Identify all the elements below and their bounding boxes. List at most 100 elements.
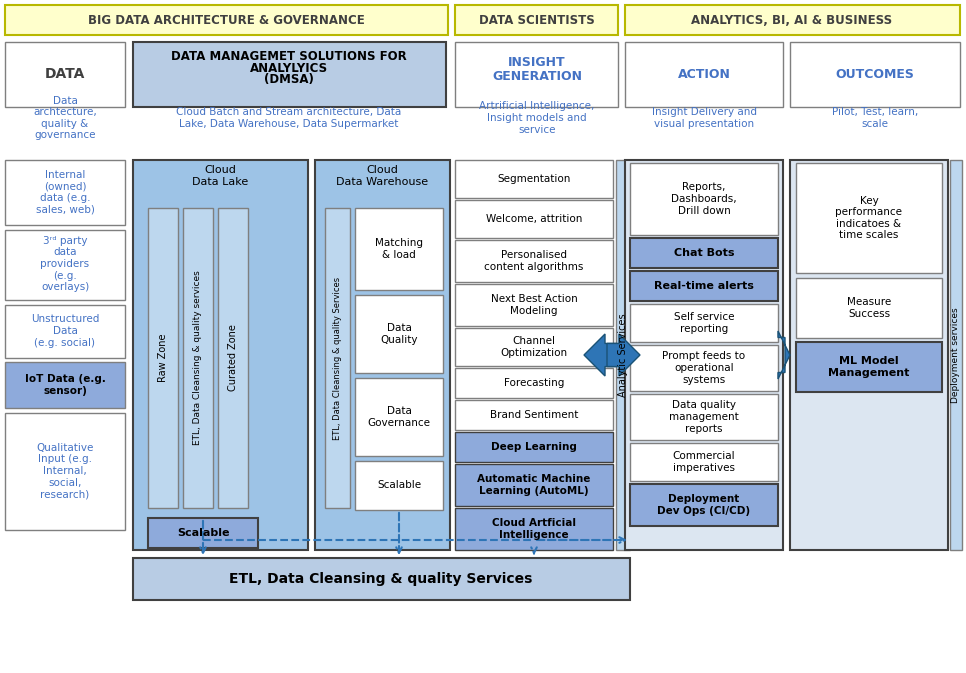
Text: ETL, Data Cleansing & quality Services: ETL, Data Cleansing & quality Services bbox=[229, 572, 532, 586]
Text: Data
Governance: Data Governance bbox=[367, 406, 431, 428]
Text: Reports,
Dashboards,
Drill down: Reports, Dashboards, Drill down bbox=[671, 182, 737, 215]
Text: Welcome, attrition: Welcome, attrition bbox=[486, 214, 582, 224]
Bar bbox=[455, 328, 613, 366]
Text: Forecasting: Forecasting bbox=[504, 378, 564, 388]
Text: ETL, Data Cleansing & quality services: ETL, Data Cleansing & quality services bbox=[193, 271, 203, 446]
Text: ACTION: ACTION bbox=[677, 67, 730, 81]
Bar bbox=[148, 208, 178, 508]
Text: Deep Learning: Deep Learning bbox=[491, 442, 577, 452]
Bar bbox=[5, 305, 125, 358]
Bar bbox=[5, 413, 125, 530]
Bar bbox=[355, 378, 443, 456]
FancyArrow shape bbox=[778, 331, 790, 379]
Bar bbox=[355, 295, 443, 373]
Bar bbox=[630, 345, 778, 391]
Text: Cloud Artficial
Intelligence: Cloud Artficial Intelligence bbox=[492, 518, 576, 540]
Text: Scalable: Scalable bbox=[177, 528, 229, 538]
Bar bbox=[133, 160, 308, 550]
Text: DATA MANAGEMET SOLUTIONS FOR: DATA MANAGEMET SOLUTIONS FOR bbox=[171, 50, 407, 63]
Text: Measure
Success: Measure Success bbox=[847, 297, 891, 319]
Bar bbox=[133, 42, 446, 107]
Bar bbox=[455, 200, 613, 238]
Bar bbox=[625, 42, 783, 107]
Text: Data
archtecture,
quality &
governance: Data archtecture, quality & governance bbox=[33, 96, 97, 141]
Bar bbox=[796, 163, 942, 273]
Bar bbox=[148, 518, 258, 548]
Text: 3ʳᵈ party
data
providers
(e.g.
overlays): 3ʳᵈ party data providers (e.g. overlays) bbox=[41, 236, 90, 292]
Text: Pilot, Test, learn,
scale: Pilot, Test, learn, scale bbox=[832, 107, 918, 129]
Text: Internal
(owned)
data (e.g.
sales, web): Internal (owned) data (e.g. sales, web) bbox=[36, 170, 95, 215]
Bar bbox=[616, 160, 630, 550]
Text: ANALYLYICS: ANALYLYICS bbox=[250, 61, 328, 75]
Bar bbox=[455, 432, 613, 462]
Bar bbox=[5, 230, 125, 300]
Text: Real-time alerts: Real-time alerts bbox=[654, 281, 753, 291]
Bar bbox=[455, 42, 618, 107]
Bar bbox=[790, 42, 960, 107]
Bar bbox=[630, 484, 778, 526]
Bar bbox=[630, 304, 778, 342]
Bar bbox=[455, 5, 618, 35]
Text: DATA SCIENTISTS: DATA SCIENTISTS bbox=[479, 13, 595, 26]
Bar bbox=[218, 208, 248, 508]
FancyArrow shape bbox=[584, 334, 617, 376]
Text: BIG DATA ARCHITECTURE & GOVERNANCE: BIG DATA ARCHITECTURE & GOVERNANCE bbox=[88, 13, 364, 26]
Bar bbox=[455, 240, 613, 282]
Text: Prompt feeds to
operational
systems: Prompt feeds to operational systems bbox=[663, 351, 746, 384]
Text: Commercial
imperatives: Commercial imperatives bbox=[672, 451, 735, 473]
Bar bbox=[630, 394, 778, 440]
Text: Analytic Services: Analytic Services bbox=[618, 313, 628, 397]
Bar bbox=[455, 400, 613, 430]
Bar bbox=[5, 160, 125, 225]
Text: Data
Quality: Data Quality bbox=[381, 323, 417, 345]
Text: Key
performance
indicatoes &
time scales: Key performance indicatoes & time scales bbox=[836, 196, 902, 240]
Bar bbox=[355, 208, 443, 290]
Text: Insight Delivery and
visual presentation: Insight Delivery and visual presentation bbox=[651, 107, 756, 129]
Bar bbox=[790, 160, 948, 550]
FancyArrow shape bbox=[607, 334, 640, 376]
Text: Scalable: Scalable bbox=[377, 480, 421, 490]
Bar bbox=[625, 5, 960, 35]
Text: Raw Zone: Raw Zone bbox=[158, 334, 168, 382]
Text: Self service
reporting: Self service reporting bbox=[673, 312, 734, 334]
Bar bbox=[5, 362, 125, 408]
Text: Cloud
Data Lake: Cloud Data Lake bbox=[192, 165, 248, 187]
Text: INSIGHT: INSIGHT bbox=[508, 55, 566, 69]
Text: (DMSA): (DMSA) bbox=[264, 73, 314, 87]
Text: Chat Bots: Chat Bots bbox=[673, 248, 734, 258]
Text: Unstructured
Data
(e.g. social): Unstructured Data (e.g. social) bbox=[31, 314, 99, 347]
Bar bbox=[183, 208, 213, 508]
Text: Brand Sentiment: Brand Sentiment bbox=[490, 410, 579, 420]
Text: ANALYTICS, BI, AI & BUSINESS: ANALYTICS, BI, AI & BUSINESS bbox=[692, 13, 893, 26]
Text: Segmentation: Segmentation bbox=[497, 174, 571, 184]
Bar bbox=[796, 278, 942, 338]
Text: Deployment services: Deployment services bbox=[952, 307, 960, 403]
Text: OUTCOMES: OUTCOMES bbox=[836, 67, 915, 81]
Text: Personalised
content algorithms: Personalised content algorithms bbox=[484, 250, 583, 272]
Bar bbox=[630, 238, 778, 268]
Bar bbox=[315, 160, 450, 550]
Text: Data quality
management
reports: Data quality management reports bbox=[669, 400, 739, 433]
Bar bbox=[630, 163, 778, 235]
Text: Artrificial Intelligence,
Insight models and
service: Artrificial Intelligence, Insight models… bbox=[479, 102, 595, 135]
Text: ML Model
Management: ML Model Management bbox=[828, 356, 910, 378]
Text: Next Best Action
Modeling: Next Best Action Modeling bbox=[491, 294, 578, 316]
Bar bbox=[455, 508, 613, 550]
Bar bbox=[630, 443, 778, 481]
Text: GENERATION: GENERATION bbox=[492, 71, 582, 83]
Text: Cloud Batch and Stream architecture, Data
Lake, Data Warehouse, Data Supermarket: Cloud Batch and Stream architecture, Dat… bbox=[177, 107, 402, 129]
Text: Deployment
Dev Ops (CI/CD): Deployment Dev Ops (CI/CD) bbox=[658, 494, 751, 516]
Text: Matching
& load: Matching & load bbox=[375, 238, 423, 260]
Bar bbox=[950, 160, 962, 550]
Text: Cloud
Data Warehouse: Cloud Data Warehouse bbox=[336, 165, 428, 187]
Text: DATA: DATA bbox=[44, 67, 85, 81]
Text: ETL, Data Cleansing & quality Services: ETL, Data Cleansing & quality Services bbox=[332, 277, 342, 439]
Bar bbox=[455, 160, 613, 198]
Bar bbox=[325, 208, 350, 508]
Bar bbox=[5, 42, 125, 107]
Bar bbox=[796, 342, 942, 392]
Bar bbox=[630, 271, 778, 301]
Text: Automatic Machine
Learning (AutoML): Automatic Machine Learning (AutoML) bbox=[477, 474, 590, 496]
Text: Channel
Optimization: Channel Optimization bbox=[500, 336, 568, 358]
Bar bbox=[455, 368, 613, 398]
